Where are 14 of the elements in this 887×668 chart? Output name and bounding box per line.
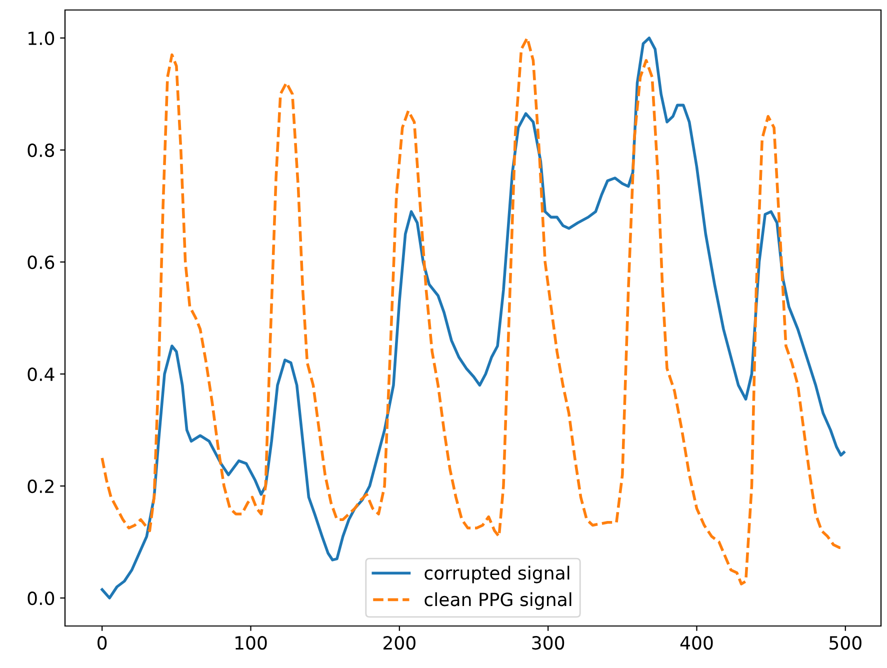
x-tick-label: 100 [236,636,267,650]
x-tick-label: 0 [98,636,107,650]
y-tick-label: 0.4 [28,367,54,382]
y-tick-label: 0.2 [28,479,54,494]
x-tick-label: 200 [384,636,416,650]
y-tick-label: 0.6 [28,255,54,270]
x-tick-label: 500 [830,636,862,650]
legend-label: clean PPG signal [424,592,572,610]
legend-label: corrupted signal [424,566,570,584]
x-tick-label: 300 [532,636,564,650]
x-tick-label: 400 [680,636,713,650]
y-tick-label: 1.0 [28,31,54,46]
y-tick-label: 0.8 [28,143,54,158]
y-tick-label: 0.0 [28,591,54,606]
